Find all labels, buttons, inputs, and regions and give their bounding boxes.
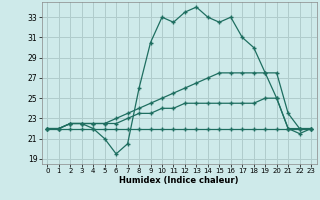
- X-axis label: Humidex (Indice chaleur): Humidex (Indice chaleur): [119, 176, 239, 185]
